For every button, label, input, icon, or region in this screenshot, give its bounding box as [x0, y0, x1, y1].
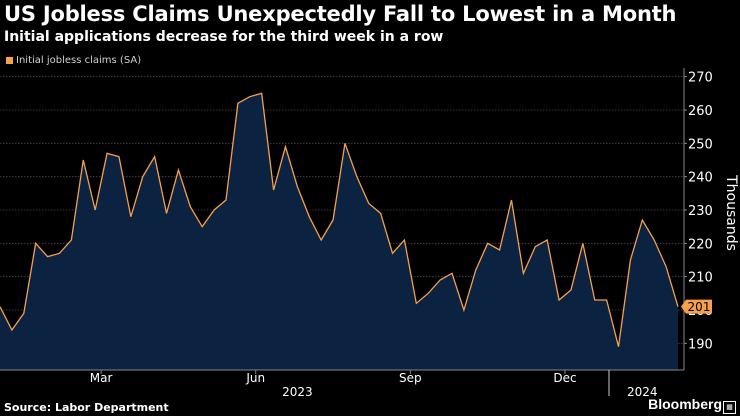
- y-tick-label: 260: [688, 104, 713, 119]
- y-tick-label: 270: [688, 71, 713, 86]
- chart-title: US Jobless Claims Unexpectedly Fall to L…: [4, 2, 677, 26]
- last-value-text: 201: [688, 300, 711, 314]
- area-fill: [0, 93, 678, 370]
- source-note: Source: Labor Department: [4, 401, 169, 414]
- y-tick-label: 250: [688, 137, 713, 152]
- legend-swatch: [6, 57, 13, 64]
- y-axis-label: Thousands: [723, 174, 739, 251]
- x-tick-label: Jun: [245, 371, 265, 385]
- x-year-label: 2023: [282, 385, 313, 399]
- y-tick-label: 210: [688, 271, 713, 286]
- last-value-label: 201: [681, 299, 712, 314]
- x-tick-label: Mar: [90, 371, 113, 385]
- chart-subtitle: Initial applications decrease for the th…: [4, 29, 444, 45]
- y-tick-label: 190: [688, 337, 713, 352]
- y-tick-label: 240: [688, 171, 713, 186]
- y-tick-label: 220: [688, 237, 713, 252]
- y-tick-label: 230: [688, 204, 713, 219]
- x-year-label: 2024: [627, 385, 658, 399]
- series-line: [0, 92, 679, 347]
- x-tick-label: Sep: [399, 371, 422, 385]
- x-tick-label: Dec: [553, 371, 576, 385]
- brand-logo-icon: ▦: [723, 401, 736, 414]
- brand-logo: Bloomberg: [648, 396, 722, 412]
- legend: Initial jobless claims (SA): [6, 55, 141, 66]
- last-value-badge: [681, 299, 712, 314]
- legend-label: Initial jobless claims (SA): [16, 55, 142, 66]
